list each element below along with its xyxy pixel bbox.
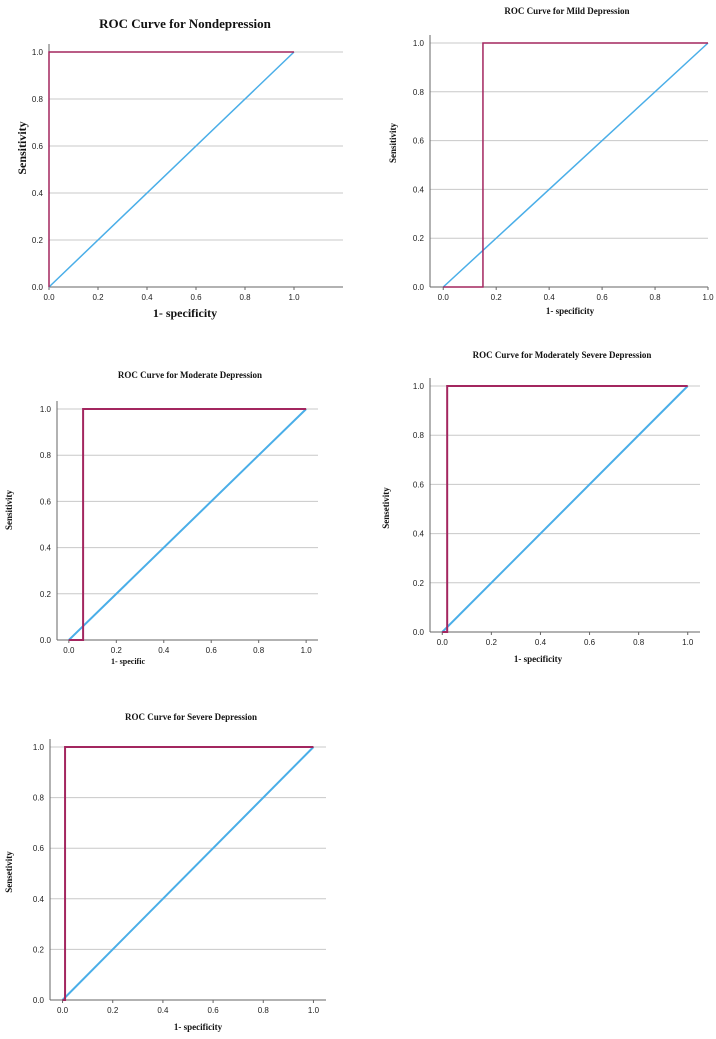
y-tick-label: 0.4 (413, 530, 425, 539)
roc-curve-line (68, 408, 307, 641)
y-tick-label: 0.2 (32, 236, 44, 245)
y-tick-label: 0.4 (40, 544, 52, 553)
roc-chart-moderately-severe-depression: ROC Curve for Moderately Severe Depressi… (381, 350, 700, 664)
x-axis-label: 1- specificity (546, 306, 595, 316)
x-axis-label: 1- specific (111, 657, 145, 666)
x-tick-label: 1.0 (308, 1006, 320, 1015)
x-tick-label: 1.0 (301, 646, 313, 655)
x-tick-label: 0.8 (258, 1006, 270, 1015)
x-tick-label: 0.2 (111, 646, 123, 655)
chart-title: ROC Curve for Moderately Severe Depressi… (473, 350, 652, 360)
y-tick-label: 0.4 (32, 189, 44, 198)
x-tick-label: 0.2 (92, 293, 104, 302)
x-tick-label: 0.6 (208, 1006, 220, 1015)
x-tick-label: 0.6 (190, 293, 202, 302)
x-tick-label: 0.4 (158, 646, 170, 655)
y-tick-label: 0.4 (413, 185, 425, 194)
x-tick-label: 0.6 (597, 293, 609, 302)
x-tick-label: 0.0 (63, 646, 75, 655)
x-tick-label: 1.0 (288, 293, 300, 302)
x-tick-label: 0.0 (57, 1006, 69, 1015)
x-tick-label: 0.6 (584, 638, 596, 647)
x-tick-label: 0.0 (437, 638, 449, 647)
y-tick-label: 0.2 (413, 579, 425, 588)
y-tick-label: 0.2 (33, 945, 45, 954)
y-tick-label: 0.0 (40, 636, 52, 645)
reference-line (48, 51, 295, 288)
x-tick-label: 0.2 (107, 1006, 119, 1015)
y-tick-label: 1.0 (33, 743, 45, 752)
y-tick-label: 0.8 (33, 794, 45, 803)
x-tick-label: 0.4 (535, 638, 547, 647)
roc-chart-moderate-depression: ROC Curve for Moderate Depression Sensit… (4, 370, 318, 666)
y-tick-label: 0.6 (413, 137, 425, 146)
x-tick-label: 0.2 (491, 293, 503, 302)
chart-title: ROC Curve for Moderate Depression (118, 370, 262, 380)
y-axis-label: Sensitivity (15, 121, 29, 174)
y-tick-label: 1.0 (413, 382, 425, 391)
y-tick-label: 0.8 (32, 95, 44, 104)
x-tick-label: 0.8 (253, 646, 265, 655)
y-axis-label: Sensetivity (4, 851, 14, 893)
chart-title: ROC Curve for Mild Depression (504, 6, 629, 16)
y-tick-label: 0.6 (33, 844, 45, 853)
x-tick-label: 0.2 (486, 638, 498, 647)
y-tick-label: 0.6 (32, 142, 44, 151)
reference-line (61, 746, 315, 1001)
y-tick-label: 0.0 (413, 283, 425, 292)
y-tick-label: 0.6 (413, 480, 425, 489)
roc-chart-nondepression: ROC Curve for Nondepression Sensitivity … (15, 16, 343, 320)
y-tick-label: 0.0 (32, 283, 44, 292)
chart-title: ROC Curve for Nondepression (99, 16, 272, 31)
x-tick-label: 0.4 (544, 293, 556, 302)
y-tick-label: 0.8 (40, 451, 52, 460)
x-axis-label: 1- specificity (153, 306, 217, 320)
roc-curve-line (442, 385, 688, 633)
x-axis-label: 1- specificity (514, 654, 563, 664)
x-tick-label: 0.8 (239, 293, 251, 302)
reference-line (442, 42, 709, 288)
roc-curve-line (62, 746, 314, 1001)
x-axis-label: 1- specificity (174, 1022, 223, 1032)
x-tick-label: 1.0 (682, 638, 694, 647)
roc-chart-severe-depression: ROC Curve for Severe Depression Sensetiv… (4, 712, 326, 1032)
y-tick-label: 0.4 (33, 895, 45, 904)
x-tick-label: 0.8 (633, 638, 645, 647)
x-tick-label: 0.4 (141, 293, 153, 302)
reference-line (68, 408, 307, 641)
y-tick-label: 0.2 (413, 234, 425, 243)
roc-curve-line (48, 51, 294, 287)
y-tick-label: 0.6 (40, 497, 52, 506)
y-tick-label: 0.8 (413, 88, 425, 97)
y-tick-label: 0.8 (413, 431, 425, 440)
y-axis-label: Sensitivity (4, 490, 14, 531)
y-axis-label: Sensetivity (381, 487, 391, 529)
y-tick-label: 0.2 (40, 590, 52, 599)
reference-line (441, 385, 689, 633)
x-tick-label: 0.0 (43, 293, 55, 302)
x-tick-label: 1.0 (702, 293, 714, 302)
y-tick-label: 0.0 (413, 628, 425, 637)
x-tick-label: 0.0 (438, 293, 450, 302)
roc-curve-line (443, 42, 708, 288)
y-tick-label: 1.0 (40, 405, 52, 414)
y-tick-label: 0.0 (33, 996, 45, 1005)
x-tick-label: 0.6 (206, 646, 218, 655)
y-axis-label: Sensitivity (388, 123, 398, 164)
x-tick-label: 0.4 (157, 1006, 169, 1015)
roc-chart-mild-depression: ROC Curve for Mild Depression Sensitivit… (388, 6, 714, 316)
chart-title: ROC Curve for Severe Depression (125, 712, 257, 722)
x-tick-label: 0.8 (649, 293, 661, 302)
y-tick-label: 1.0 (413, 39, 425, 48)
y-tick-label: 1.0 (32, 48, 44, 57)
